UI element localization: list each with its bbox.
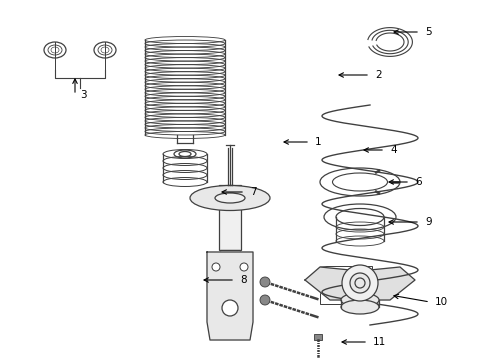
Text: 1: 1 bbox=[315, 137, 321, 147]
Text: 4: 4 bbox=[390, 145, 396, 155]
Text: 8: 8 bbox=[240, 275, 246, 285]
Ellipse shape bbox=[341, 300, 379, 314]
Ellipse shape bbox=[341, 293, 379, 307]
Text: 10: 10 bbox=[435, 297, 448, 307]
Polygon shape bbox=[305, 267, 415, 300]
Ellipse shape bbox=[240, 263, 248, 271]
Ellipse shape bbox=[212, 263, 220, 271]
Circle shape bbox=[260, 295, 270, 305]
Ellipse shape bbox=[222, 300, 238, 316]
Circle shape bbox=[342, 265, 378, 301]
Text: 5: 5 bbox=[425, 27, 432, 37]
Text: 9: 9 bbox=[425, 217, 432, 227]
Polygon shape bbox=[207, 252, 253, 340]
Text: 3: 3 bbox=[80, 90, 87, 100]
Bar bbox=[220, 250, 240, 310]
Circle shape bbox=[350, 273, 370, 293]
Bar bbox=[320, 266, 372, 304]
Bar bbox=[314, 334, 322, 340]
Ellipse shape bbox=[190, 185, 270, 211]
Text: 7: 7 bbox=[250, 187, 257, 197]
Ellipse shape bbox=[215, 193, 245, 203]
Bar bbox=[219, 185, 241, 250]
Text: 2: 2 bbox=[375, 70, 382, 80]
Text: 11: 11 bbox=[373, 337, 386, 347]
Circle shape bbox=[260, 277, 270, 287]
Text: 6: 6 bbox=[415, 177, 421, 187]
